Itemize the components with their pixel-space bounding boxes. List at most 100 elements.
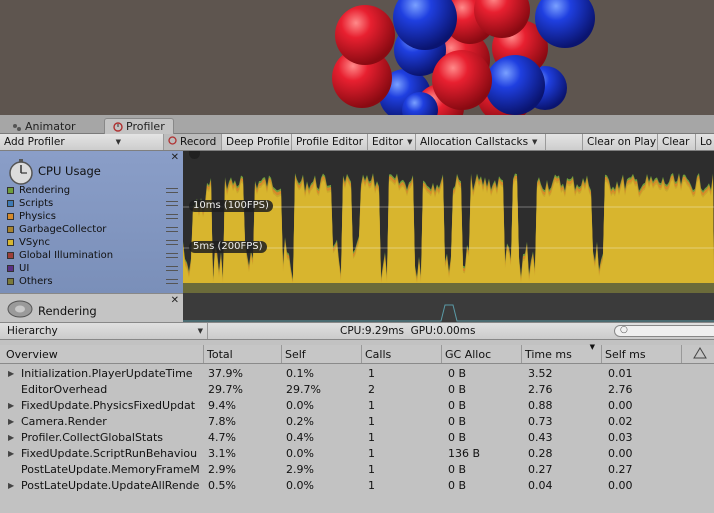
column-total[interactable]: Total: [204, 345, 282, 363]
legend-swatch[interactable]: [7, 265, 14, 272]
cell-total: 29.7%: [208, 383, 243, 396]
expand-arrow-icon[interactable]: ▶: [8, 417, 15, 426]
drag-handle-icon[interactable]: [166, 214, 178, 219]
legend-swatch[interactable]: [7, 187, 14, 194]
column-calls[interactable]: Calls: [362, 345, 442, 363]
table-row[interactable]: ▶ PostLateUpdate.UpdateAllRende 0.5% 0.0% 1 0…: [0, 478, 714, 494]
legend-item[interactable]: Global Illumination: [7, 249, 113, 262]
expand-arrow-icon[interactable]: ▶: [8, 369, 15, 378]
drag-handle-icon[interactable]: [166, 240, 178, 245]
column-self[interactable]: Self: [282, 345, 362, 363]
cell-name: PostLateUpdate.MemoryFrameM: [21, 463, 200, 476]
cell-total: 0.5%: [208, 479, 236, 492]
cell-calls: 1: [368, 431, 375, 444]
tab-animator[interactable]: Animator: [4, 118, 84, 134]
expand-arrow-icon[interactable]: ▶: [8, 433, 15, 442]
clear-button[interactable]: Clear: [658, 134, 696, 150]
add-profiler-label: Add Profiler: [4, 136, 65, 148]
rendering-chart[interactable]: [183, 293, 714, 322]
legend-swatch[interactable]: [7, 200, 14, 207]
cell-self: 0.0%: [286, 479, 314, 492]
drag-handle-icon[interactable]: [166, 266, 178, 271]
table-row[interactable]: ▶ Initialization.PlayerUpdateTime 37.9% 0.1…: [0, 366, 714, 382]
legend-item[interactable]: Others: [7, 275, 113, 288]
drag-handle-icon[interactable]: [166, 188, 178, 193]
editor-target-dropdown[interactable]: Editor ▼: [368, 134, 416, 150]
profile-editor-label: Profile Editor: [296, 136, 364, 148]
chevron-down-icon: ▼: [115, 138, 121, 146]
allocation-callstacks-dropdown[interactable]: Allocation Callstacks ▼: [416, 134, 546, 150]
cell-self: 2.9%: [286, 463, 314, 476]
drag-handle-icon[interactable]: [166, 227, 178, 232]
legend-item[interactable]: Scripts: [7, 197, 113, 210]
tab-label: Profiler: [126, 120, 165, 133]
legend-item[interactable]: GarbageCollector: [7, 223, 113, 236]
rendering-module[interactable]: ✕ Rendering: [0, 293, 183, 322]
tab-profiler[interactable]: Profiler: [104, 118, 174, 134]
legend-label: Scripts: [19, 198, 54, 209]
cell-gc: 0 B: [448, 383, 467, 396]
cell-gc: 0 B: [448, 399, 467, 412]
legend-swatch[interactable]: [7, 226, 14, 233]
cpu-usage-module[interactable]: ✕ CPU Usage Rendering Scripts Physics Garba…: [0, 151, 183, 293]
cpu-chart-graph: [183, 173, 714, 293]
cell-time: 0.88: [528, 399, 553, 412]
cpu-stopwatch-icon: [7, 158, 35, 189]
scene-view[interactable]: [0, 0, 714, 115]
warning-icon: [692, 346, 707, 362]
profile-editor-button[interactable]: Profile Editor: [292, 134, 368, 150]
search-input[interactable]: ○: [614, 325, 714, 337]
cell-selfms: 0.00: [608, 447, 633, 460]
table-row[interactable]: ▶ FixedUpdate.ScriptRunBehaviou 3.1% 0.0% 1 1…: [0, 446, 714, 462]
cell-selfms: 0.03: [608, 431, 633, 444]
drag-handle-icon[interactable]: [166, 253, 178, 258]
legend-label: GarbageCollector: [19, 224, 107, 235]
cell-name: EditorOverhead: [21, 383, 108, 396]
legend-swatch[interactable]: [7, 278, 14, 285]
details-toolbar: Hierarchy ▼ CPU:9.29ms GPU:0.00ms ○: [0, 322, 714, 340]
table-row[interactable]: PostLateUpdate.MemoryFrameM 2.9% 2.9% 1 0 B 0…: [0, 462, 714, 478]
search-icon: ○: [620, 325, 628, 335]
editor-label: Editor: [372, 136, 404, 148]
load-button[interactable]: Lo: [696, 134, 714, 150]
expand-arrow-icon[interactable]: ▶: [8, 481, 15, 490]
cell-self: 0.0%: [286, 399, 314, 412]
drag-handle-icon[interactable]: [166, 279, 178, 284]
table-row[interactable]: ▶ FixedUpdate.PhysicsFixedUpdat 9.4% 0.0% 1 0…: [0, 398, 714, 414]
column-gc-alloc[interactable]: GC Alloc: [442, 345, 522, 363]
clear-on-play-button[interactable]: Clear on Play: [582, 134, 658, 150]
expand-arrow-icon[interactable]: ▶: [8, 401, 15, 410]
expand-arrow-icon[interactable]: ▶: [8, 449, 15, 458]
table-row[interactable]: ▶ Profiler.CollectGlobalStats 4.7% 0.4% 1 0 B…: [0, 430, 714, 446]
molecule-render: [332, 0, 595, 115]
drag-handle-icon[interactable]: [166, 201, 178, 206]
legend-swatch[interactable]: [7, 252, 14, 259]
deep-profile-button[interactable]: Deep Profile: [222, 134, 292, 150]
cell-calls: 1: [368, 479, 375, 492]
table-row[interactable]: EditorOverhead 29.7% 29.7% 2 0 B 2.76 2.76: [0, 382, 714, 398]
legend-item[interactable]: Rendering: [7, 184, 113, 197]
column-overview[interactable]: Overview: [0, 345, 204, 363]
cpu-usage-chart[interactable]: 10ms (100FPS) 5ms (200FPS): [183, 151, 714, 293]
legend-item[interactable]: UI: [7, 262, 113, 275]
cell-selfms: 0.01: [608, 367, 633, 380]
column-self-ms[interactable]: Self ms: [602, 345, 682, 363]
legend-label: Others: [19, 276, 53, 287]
column-time-ms[interactable]: Time ms ▼: [522, 343, 602, 363]
close-icon[interactable]: ✕: [170, 295, 179, 306]
view-mode-dropdown[interactable]: Hierarchy ▼: [0, 323, 208, 339]
cell-self: 0.0%: [286, 447, 314, 460]
record-button[interactable]: Record: [164, 134, 222, 150]
warning-column[interactable]: [682, 345, 714, 363]
legend-item[interactable]: Physics: [7, 210, 113, 223]
table-row[interactable]: ▶ Camera.Render 7.8% 0.2% 1 0 B 0.73 0.02: [0, 414, 714, 430]
close-icon[interactable]: ✕: [170, 152, 179, 163]
cell-self: 0.4%: [286, 431, 314, 444]
legend-swatch[interactable]: [7, 239, 14, 246]
add-profiler-dropdown[interactable]: Add Profiler ▼: [0, 134, 164, 150]
chevron-down-icon: ▼: [532, 138, 538, 146]
legend-item[interactable]: VSync: [7, 236, 113, 249]
legend-swatch[interactable]: [7, 213, 14, 220]
cell-selfms: 2.76: [608, 383, 633, 396]
